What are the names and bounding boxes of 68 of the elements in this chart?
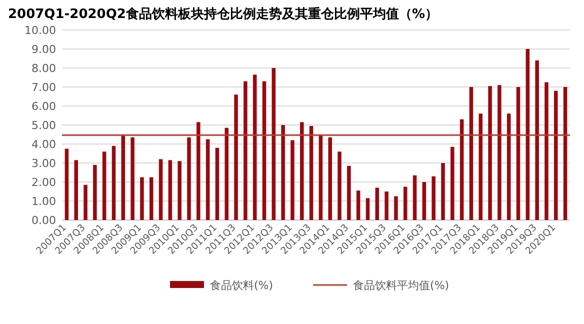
bar: [544, 82, 548, 220]
bar: [121, 135, 126, 220]
bar: [168, 160, 172, 220]
bar: [252, 74, 257, 220]
bar: [375, 188, 380, 220]
bar: [178, 161, 182, 220]
bar: [347, 166, 351, 220]
bar: [450, 146, 454, 220]
bar: [422, 182, 426, 220]
bar: [441, 163, 445, 220]
bar: [158, 159, 163, 220]
bar: [366, 198, 370, 220]
bar: [281, 125, 285, 220]
bar: [506, 114, 511, 220]
bar: [412, 175, 417, 220]
y-tick-label: 4.00: [32, 138, 56, 151]
bar: [234, 94, 238, 220]
bar: [535, 60, 539, 220]
bar: [215, 148, 220, 220]
y-tick-label: 1.00: [32, 195, 56, 208]
chart-title: 2007Q1-2020Q2食品饮料板块持仓比例走势及其重仓比例平均值（%）: [8, 6, 438, 22]
legend-label: 食品饮料平均值(%): [353, 279, 450, 292]
bar: [112, 146, 116, 220]
y-tick-label: 7.00: [32, 81, 56, 94]
legend-label: 食品饮料(%): [210, 279, 274, 292]
bar: [272, 68, 276, 220]
bar: [206, 139, 210, 220]
bar: [224, 128, 229, 220]
bar: [356, 190, 360, 220]
y-tick-label: 9.00: [32, 43, 56, 56]
bar: [478, 114, 483, 220]
bar: [130, 137, 134, 220]
y-tick-label: 2.00: [32, 176, 56, 189]
bar: [102, 152, 106, 220]
bar: [498, 85, 502, 220]
y-tick-label: 3.00: [32, 157, 56, 170]
bar: [290, 140, 294, 220]
bar: [460, 119, 464, 220]
bar: [516, 87, 520, 220]
bar: [64, 148, 69, 220]
y-tick-label: 8.00: [32, 62, 56, 75]
y-tick-label: 5.00: [32, 119, 56, 132]
bar: [318, 135, 323, 220]
bar: [187, 137, 191, 220]
y-tick-label: 10.00: [24, 24, 56, 37]
bar: [309, 126, 314, 220]
bar: [140, 177, 144, 220]
bar: [196, 122, 200, 220]
bar: [93, 164, 97, 220]
bar: [526, 49, 530, 220]
bar: [488, 86, 492, 220]
bar: [262, 81, 266, 220]
bar: [149, 177, 154, 220]
bar: [394, 196, 398, 220]
bar: [338, 152, 342, 220]
bar: [84, 184, 88, 220]
y-tick-label: 6.00: [32, 100, 56, 113]
bar: [384, 192, 388, 220]
bar: [74, 160, 78, 220]
bar: [300, 122, 304, 220]
bar: [469, 87, 474, 220]
bar: [403, 186, 408, 220]
bar: [554, 90, 558, 220]
bar: [244, 81, 248, 220]
bar: [328, 137, 332, 220]
bar: [432, 176, 436, 220]
y-tick-label: 0.00: [32, 214, 56, 227]
bar: [563, 87, 568, 220]
